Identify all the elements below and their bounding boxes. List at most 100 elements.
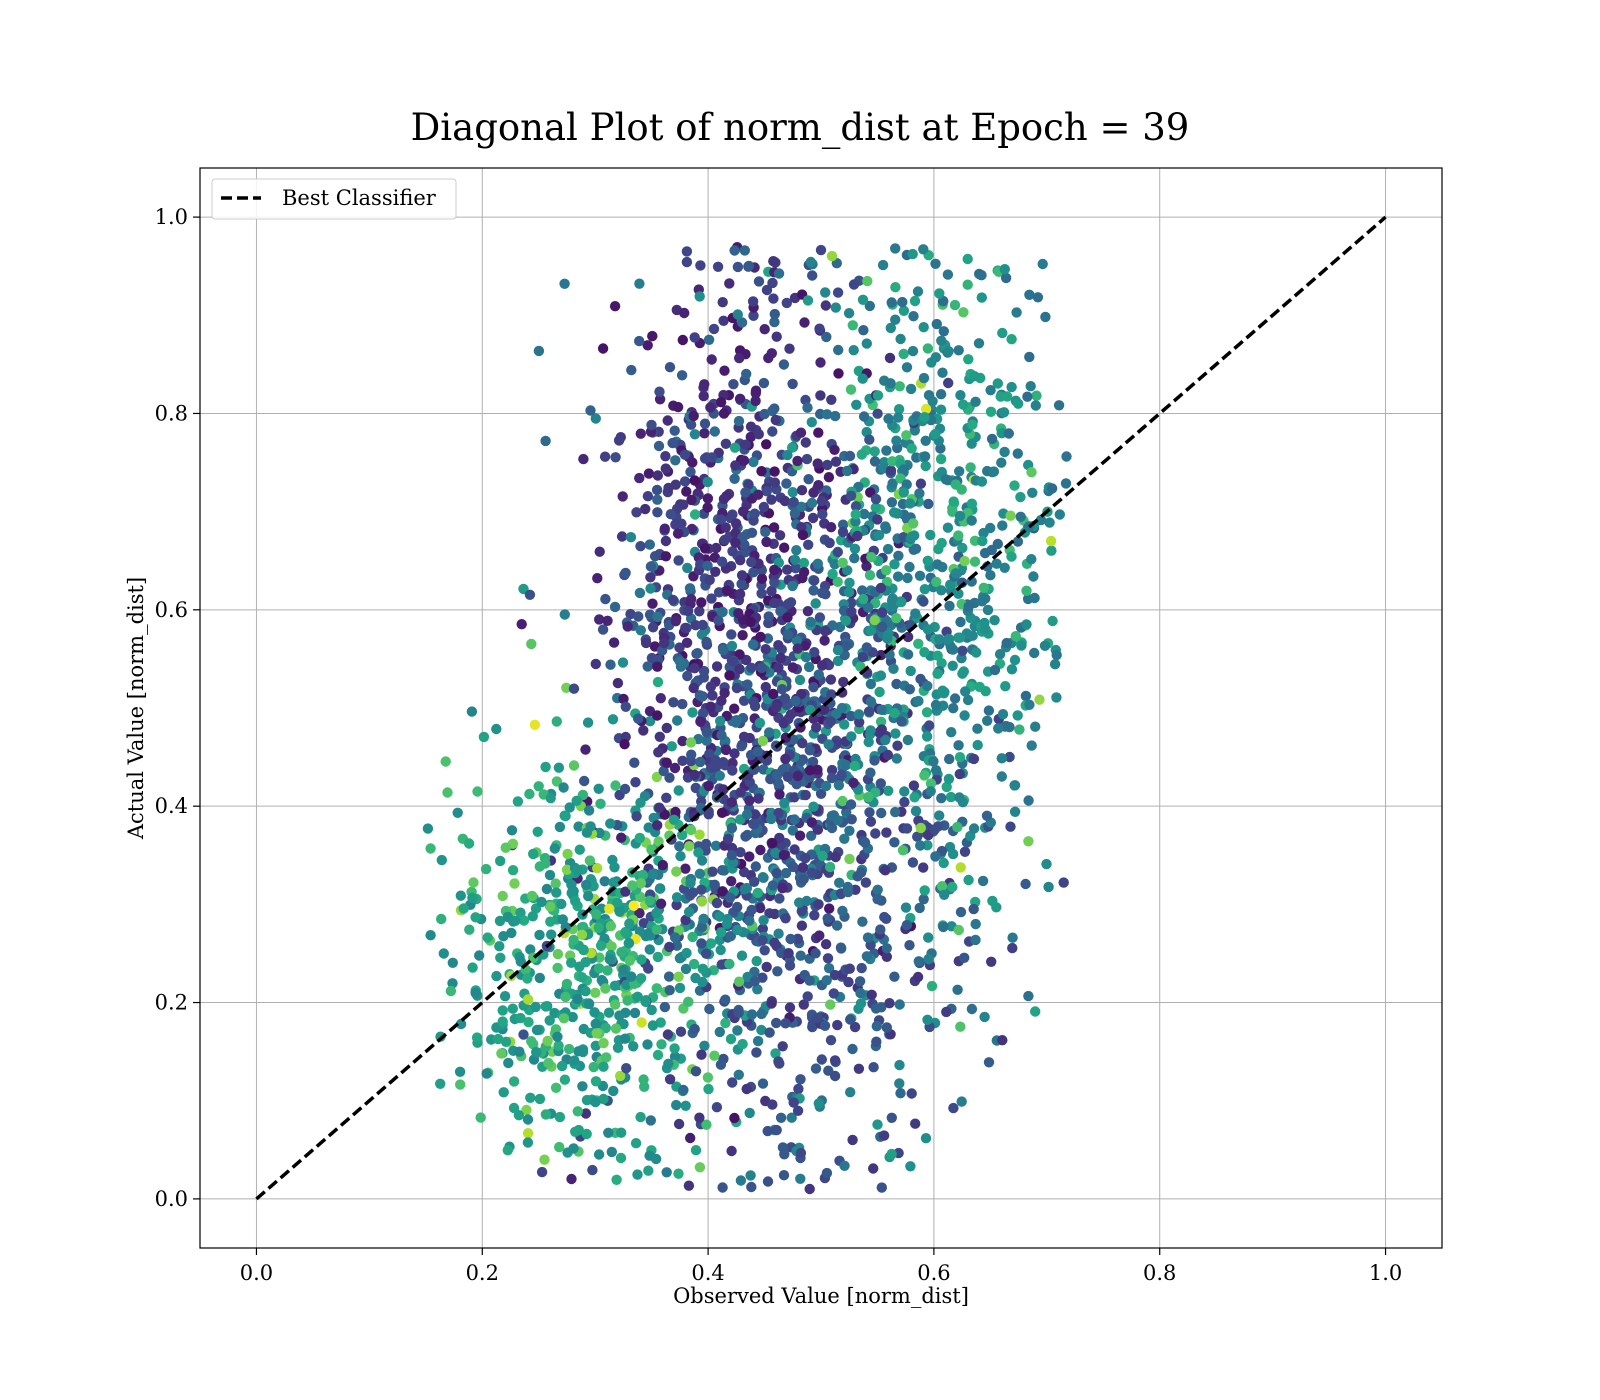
- scatter-point: [687, 707, 698, 718]
- scatter-point: [468, 877, 479, 888]
- scatter-point: [1003, 428, 1014, 439]
- scatter-point: [676, 370, 688, 381]
- scatter-point: [701, 727, 712, 738]
- scatter-point: [674, 841, 685, 852]
- scatter-point: [621, 979, 632, 990]
- scatter-point: [534, 972, 545, 984]
- scatter-point: [652, 661, 663, 672]
- scatter-point: [962, 253, 973, 265]
- scatter-point: [752, 746, 763, 757]
- scatter-point: [746, 904, 757, 916]
- scatter-point: [746, 662, 757, 673]
- scatter-point: [737, 506, 749, 517]
- scatter-point: [1030, 400, 1042, 411]
- scatter-point: [997, 709, 1009, 720]
- scatter-point: [655, 693, 666, 704]
- scatter-point: [832, 1019, 843, 1031]
- scatter-point: [939, 889, 950, 900]
- scatter-point: [925, 529, 936, 541]
- scatter-point: [829, 559, 840, 570]
- scatter-point: [909, 792, 920, 803]
- scatter-point: [825, 674, 837, 685]
- scatter-point: [731, 682, 743, 694]
- scatter-point: [870, 828, 881, 839]
- scatter-point: [744, 795, 755, 806]
- scatter-point: [667, 594, 679, 606]
- scatter-point: [875, 924, 886, 935]
- scatter-point: [711, 1102, 723, 1113]
- scatter-point: [561, 864, 573, 875]
- scatter-point: [822, 459, 833, 471]
- scatter-point: [832, 576, 843, 587]
- scatter-point: [739, 245, 750, 256]
- scatter-point: [779, 693, 791, 704]
- scatter-point: [686, 494, 697, 506]
- scatter-point: [594, 546, 605, 557]
- scatter-point: [936, 793, 947, 804]
- scatter-point: [670, 616, 681, 627]
- scatter-point: [495, 952, 506, 963]
- scatter-point: [985, 385, 996, 396]
- scatter-point: [689, 663, 700, 674]
- scatter-point: [630, 777, 641, 788]
- scatter-point: [572, 1106, 583, 1117]
- scatter-point: [770, 847, 781, 859]
- scatter-point: [693, 847, 704, 858]
- scatter-point: [577, 921, 589, 933]
- scatter-point: [945, 791, 957, 803]
- scatter-point: [912, 286, 924, 297]
- scatter-point: [764, 1027, 775, 1038]
- scatter-point: [732, 1025, 743, 1036]
- scatter-point: [594, 614, 605, 625]
- scatter-point: [660, 551, 672, 562]
- scatter-point: [820, 625, 831, 637]
- scatter-point: [551, 776, 563, 787]
- scatter-point: [655, 1017, 666, 1028]
- scatter-point: [741, 1083, 752, 1095]
- scatter-point: [1051, 649, 1062, 661]
- scatter-point: [651, 983, 662, 994]
- scatter-point: [771, 868, 782, 879]
- scatter-point: [959, 555, 970, 567]
- scatter-point: [506, 825, 518, 836]
- scatter-point: [705, 402, 716, 413]
- scatter-point: [598, 1061, 609, 1072]
- scatter-point: [702, 502, 713, 513]
- reference-line-layer: [255, 215, 1387, 1201]
- scatter-point: [956, 1096, 967, 1107]
- scatter-point: [878, 1130, 890, 1141]
- scatter-point: [589, 1007, 600, 1018]
- scatter-point: [620, 567, 631, 579]
- scatter-point: [644, 895, 655, 906]
- scatter-point: [919, 412, 930, 423]
- scatter-point: [497, 890, 508, 902]
- scatter-point: [874, 686, 885, 698]
- scatter-point: [891, 435, 902, 446]
- scatter-point: [675, 851, 686, 862]
- scatter-point: [899, 796, 910, 808]
- scatter-point: [889, 707, 900, 719]
- scatter-point: [838, 676, 849, 688]
- scatter-point: [832, 644, 844, 656]
- scatter-point: [924, 720, 935, 731]
- scatter-point: [936, 881, 948, 892]
- scatter-point: [1045, 535, 1057, 547]
- scatter-point: [923, 953, 934, 965]
- scatter-point: [592, 863, 603, 874]
- scatter-point: [814, 930, 825, 941]
- scatter-point: [974, 268, 985, 280]
- scatter-point: [600, 593, 611, 605]
- scatter-point: [790, 563, 801, 574]
- legend-box: [211, 178, 457, 220]
- scatter-point: [715, 944, 726, 956]
- scatter-point: [1035, 514, 1047, 526]
- scatter-point: [801, 453, 813, 465]
- scatter-point: [1016, 640, 1027, 651]
- scatter-point: [541, 883, 553, 895]
- scatter-point: [993, 723, 1004, 734]
- scatter-point: [635, 1111, 646, 1123]
- scatter-point: [779, 495, 791, 507]
- scatter-point: [734, 588, 746, 600]
- scatter-point: [500, 842, 511, 853]
- scatter-point: [713, 587, 725, 598]
